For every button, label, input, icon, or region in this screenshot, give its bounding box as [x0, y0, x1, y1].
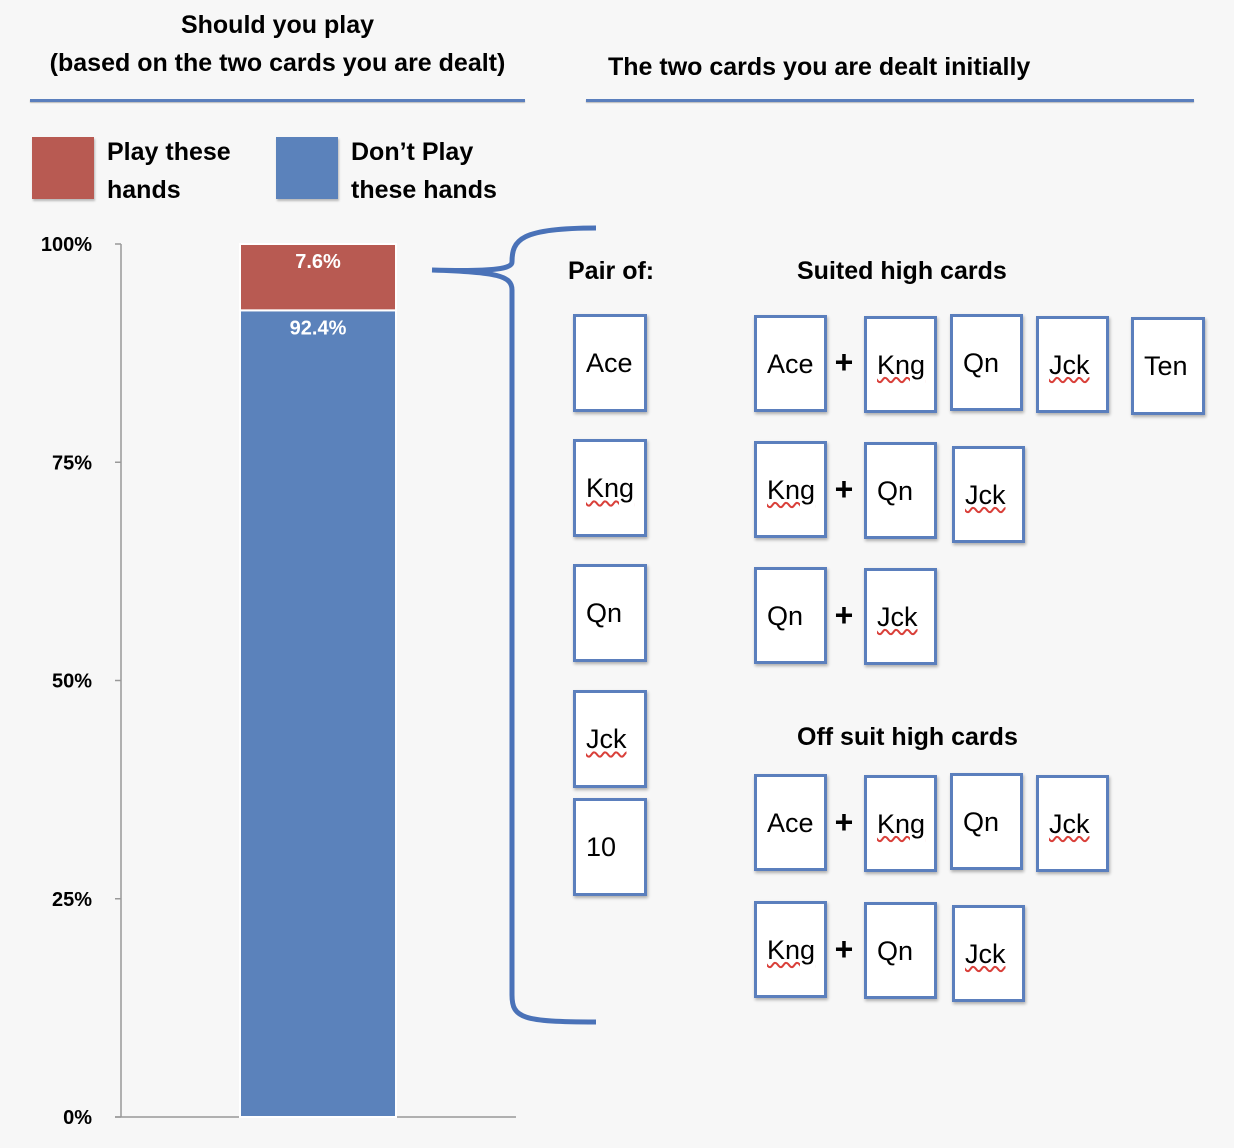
y-tick-label: 0%	[63, 1107, 92, 1129]
legend-dont-line2: these hands	[351, 176, 497, 204]
bar-segment-play	[239, 243, 397, 312]
pair-card-king: Kng	[573, 439, 647, 537]
left-heading-rule	[30, 99, 525, 102]
suited-row2-jack: Jck	[952, 446, 1025, 543]
legend-swatch-play	[32, 137, 94, 199]
curly-brace	[431, 225, 597, 1025]
plus-sign: +	[834, 471, 854, 507]
suited-row1-queen: Qn	[950, 314, 1023, 411]
bar-segment-dont-play	[239, 309, 397, 1118]
bar-label-play: 7.6%	[295, 251, 341, 273]
cards-heading: The two cards you are dealt initially	[608, 53, 1031, 81]
offsuit-row1-king: Kng	[864, 775, 937, 872]
legend-dont-line1: Don’t Play	[351, 138, 474, 166]
pair-card-jack: Jck	[573, 690, 647, 788]
chart-heading: Should you play (based on the two cards …	[30, 6, 525, 82]
pair-card-queen: Qn	[573, 564, 647, 662]
plus-sign: +	[834, 344, 854, 380]
suited-row1-ten: Ten	[1131, 317, 1205, 415]
plus-sign: +	[834, 804, 854, 840]
pair-card-ten: 10	[573, 798, 647, 896]
suited-row3-queen: Qn	[754, 567, 827, 664]
legend-play-line2: hands	[107, 176, 181, 204]
legend-play-line1: Play these	[107, 138, 231, 166]
suited-row3-jack: Jck	[864, 568, 937, 665]
pair-section-title: Pair of:	[568, 257, 655, 285]
pair-card-ace: Ace	[573, 314, 647, 412]
y-tick-label: 100%	[41, 234, 92, 256]
suited-section-title: Suited high cards	[797, 257, 1007, 285]
y-tick-label: 25%	[52, 889, 92, 911]
legend-swatch-dont-play	[276, 137, 338, 199]
y-tick-label: 50%	[52, 671, 92, 693]
chart-heading-line1: Should you play	[180, 11, 375, 39]
right-heading-rule	[586, 99, 1194, 102]
suited-row1-king: Kng	[864, 316, 937, 413]
y-tick-label: 75%	[52, 452, 92, 474]
legend-label-play: Play these hands	[107, 133, 231, 209]
suited-row2-king: Kng	[754, 441, 827, 538]
chart-heading-line2: (based on the two cards you are dealt)	[49, 49, 506, 77]
plus-sign: +	[834, 597, 854, 633]
offsuit-row2-king: Kng	[754, 901, 827, 998]
offsuit-row1-queen: Qn	[950, 773, 1023, 870]
suited-row1-ace: Ace	[754, 315, 827, 412]
suited-row2-queen: Qn	[864, 442, 937, 539]
offsuit-row2-jack: Jck	[952, 905, 1025, 1002]
bar-label-dont-play: 92.4%	[290, 317, 347, 339]
offsuit-row2-queen: Qn	[864, 902, 937, 999]
suited-row1-jack: Jck	[1036, 316, 1109, 413]
plus-sign: +	[834, 931, 854, 967]
offsuit-row1-jack: Jck	[1036, 775, 1109, 872]
offsuit-section-title: Off suit high cards	[797, 723, 1018, 751]
offsuit-row1-ace: Ace	[754, 774, 827, 871]
legend-label-dont-play: Don’t Play these hands	[351, 133, 497, 209]
